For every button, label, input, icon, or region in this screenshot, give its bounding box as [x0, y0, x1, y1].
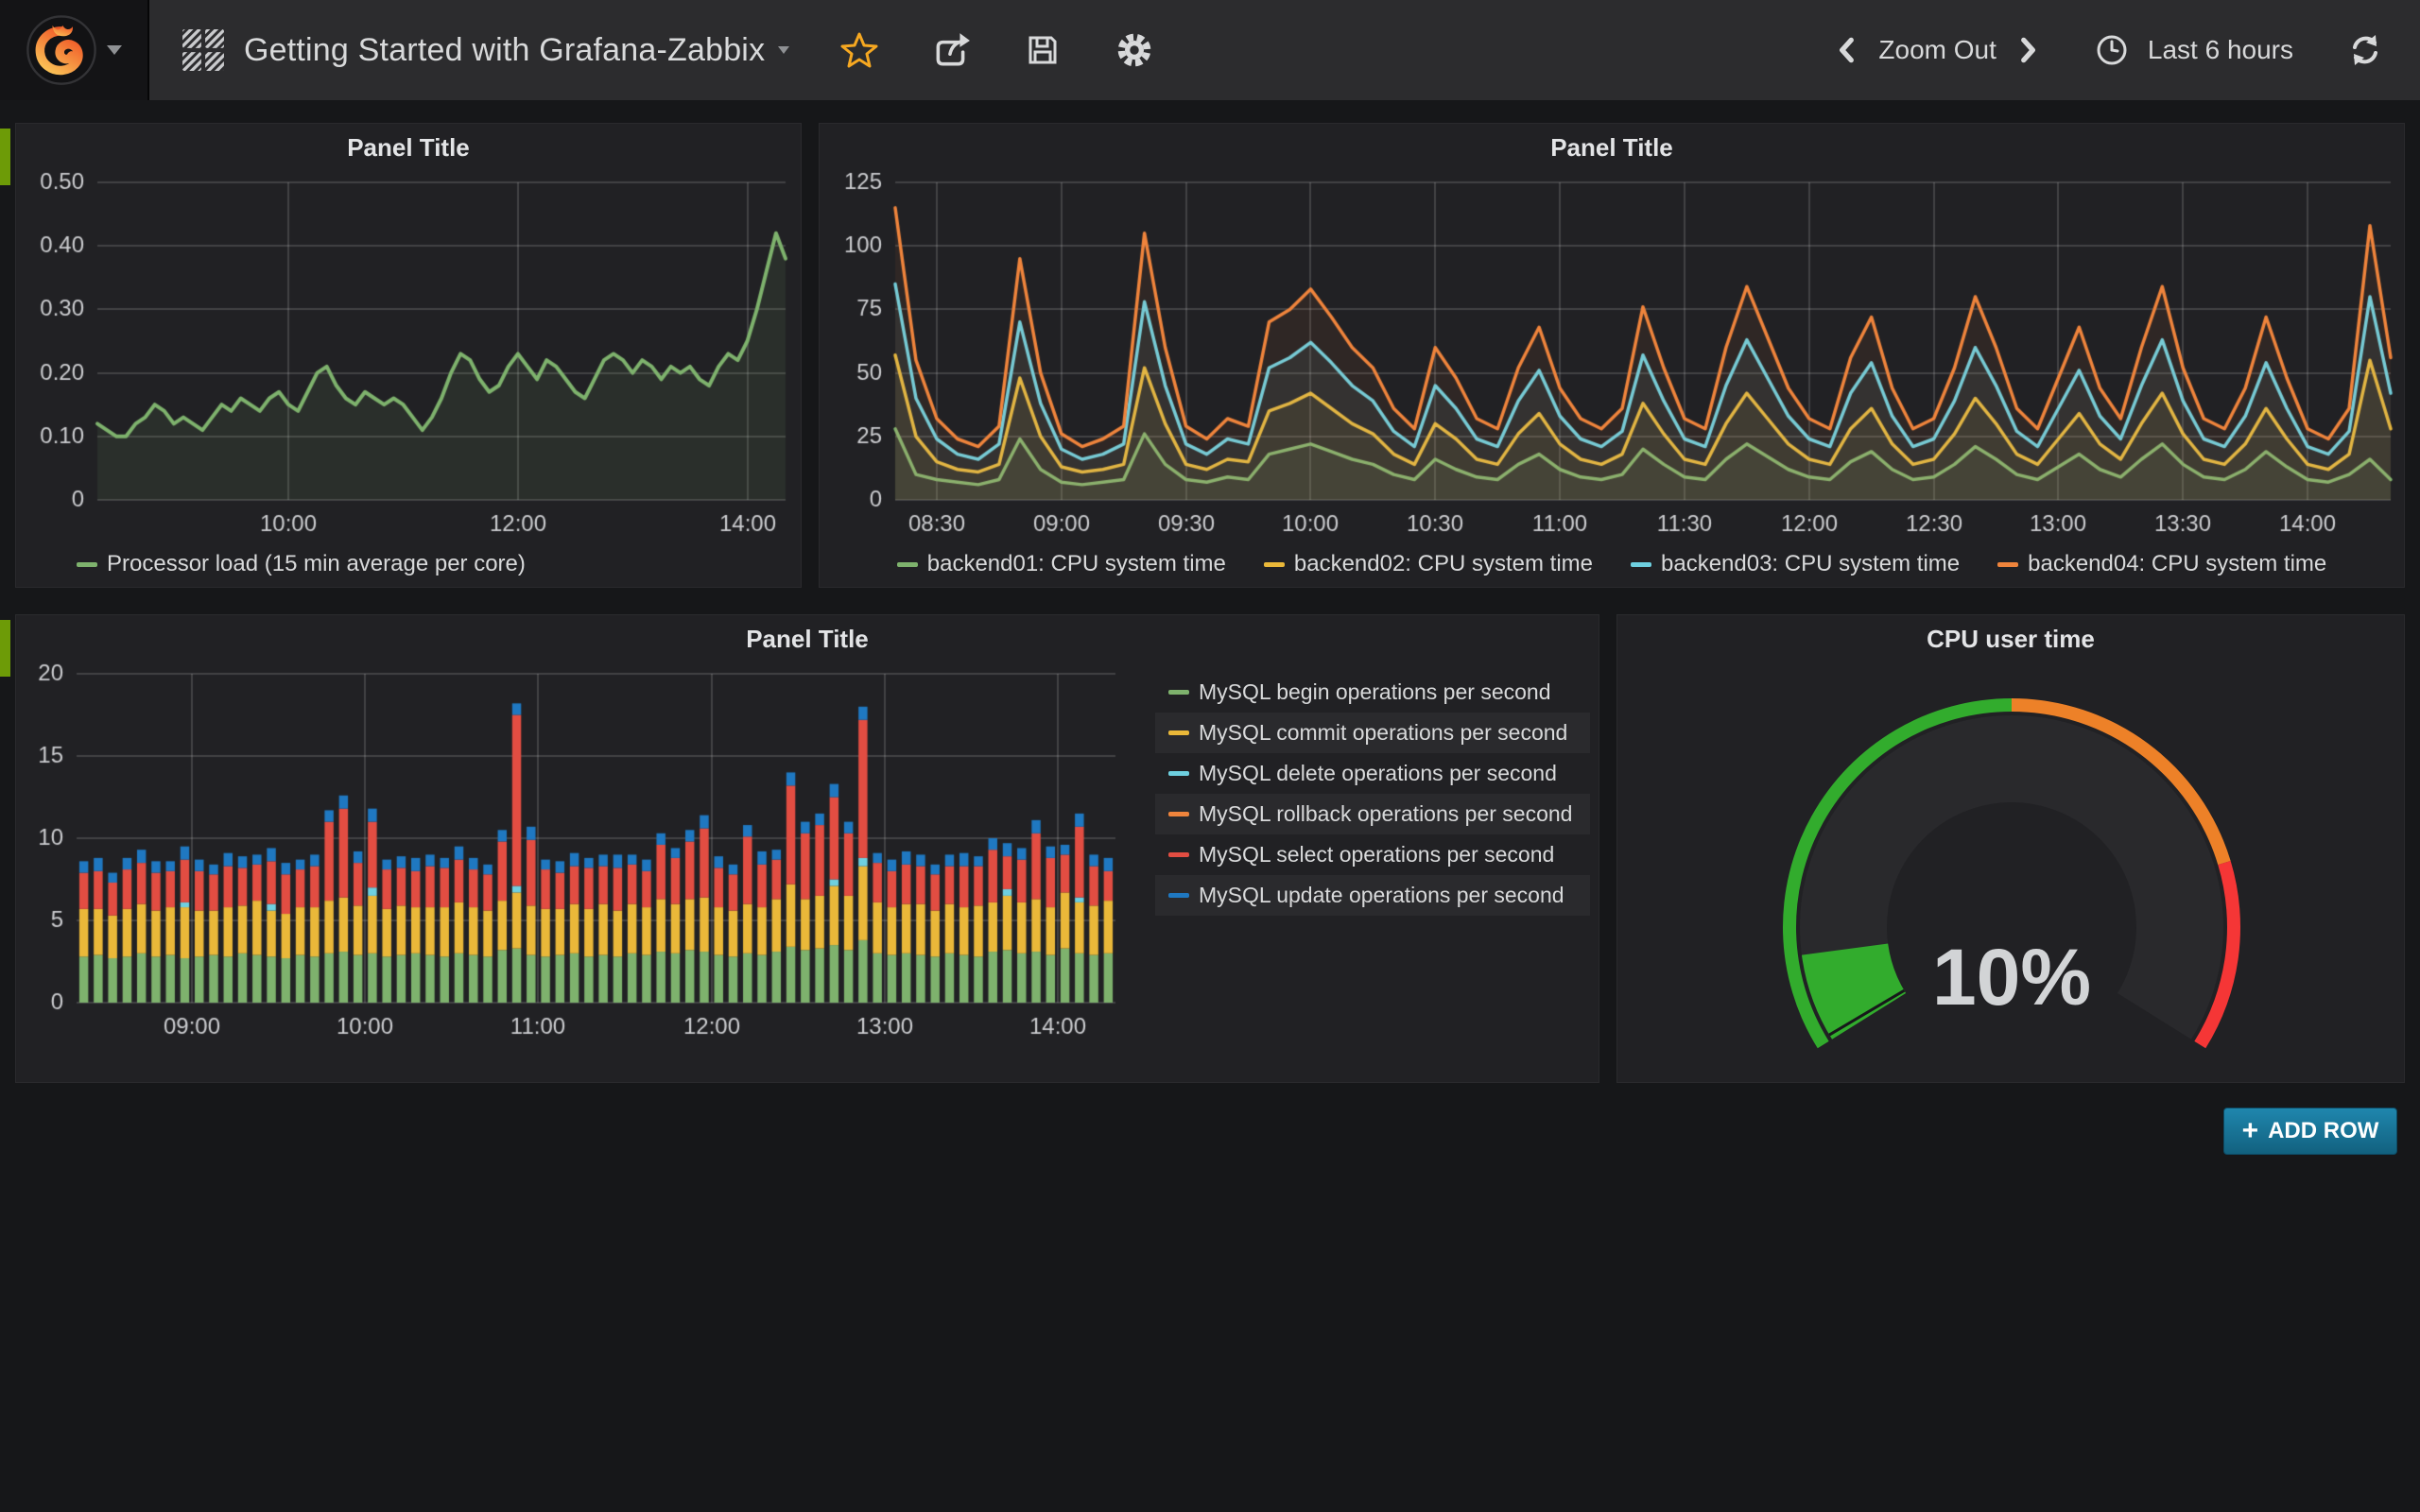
- time-forward-button[interactable]: [2015, 34, 2040, 66]
- legend-color-marker: [1168, 690, 1189, 695]
- star-button[interactable]: [840, 31, 878, 69]
- chevron-left-icon: [1840, 37, 1855, 63]
- legend-label: MySQL commit operations per second: [1199, 720, 1568, 745]
- grafana-logo-icon: [26, 15, 96, 85]
- save-icon: [1028, 36, 1057, 64]
- share-icon: [936, 33, 971, 66]
- row-toggle-tab[interactable]: [0, 129, 10, 185]
- dashboard-title: Getting Started with Grafana-Zabbix: [244, 31, 766, 68]
- chart-legend: MySQL begin operations per second MySQL c…: [1155, 672, 1590, 916]
- time-range-picker[interactable]: Last 6 hours: [2095, 33, 2293, 67]
- grafana-logo[interactable]: [0, 0, 149, 100]
- legend-color-marker: [1168, 893, 1189, 898]
- chart-legend: Processor load (15 min average per core): [77, 551, 526, 577]
- panel-title[interactable]: Panel Title: [347, 133, 470, 162]
- row-toggle-tab[interactable]: [0, 620, 10, 677]
- legend-item[interactable]: backend01: CPU system time: [896, 551, 1226, 577]
- legend-item[interactable]: MySQL delete operations per second: [1155, 753, 1590, 794]
- legend-label: MySQL begin operations per second: [1199, 679, 1551, 704]
- share-button[interactable]: [931, 30, 971, 70]
- legend-label: MySQL delete operations per second: [1199, 761, 1557, 785]
- legend-label: MySQL rollback operations per second: [1199, 801, 1573, 826]
- zoom-out-group: Zoom Out: [1835, 34, 2039, 66]
- legend-item[interactable]: Processor load (15 min average per core): [77, 551, 526, 577]
- legend-color-marker: [1168, 730, 1189, 735]
- settings-button[interactable]: [1115, 30, 1154, 70]
- panel-title[interactable]: Panel Title: [746, 625, 869, 653]
- legend-color-marker: [1997, 561, 2019, 567]
- legend-item[interactable]: MySQL select operations per second: [1155, 834, 1590, 875]
- refresh-button[interactable]: [2346, 31, 2384, 69]
- legend-label: backend04: CPU system time: [2028, 551, 2327, 576]
- time-back-button[interactable]: [1835, 34, 1859, 66]
- legend-item[interactable]: backend03: CPU system time: [1631, 551, 1960, 577]
- legend-item[interactable]: backend02: CPU system time: [1263, 551, 1593, 577]
- zoom-out-button[interactable]: Zoom Out: [1878, 35, 1996, 64]
- logo-caret-icon: [107, 45, 122, 55]
- legend-label: MySQL update operations per second: [1199, 883, 1564, 907]
- panel-title[interactable]: CPU user time: [1927, 625, 2095, 653]
- chart-legend: backend01: CPU system time backend02: CPU…: [820, 551, 2404, 577]
- legend-color-marker: [1631, 561, 1651, 567]
- cpu-user-time-gauge: 10%: [1783, 698, 2240, 1049]
- panel-processor-load: Panel Title Processor load (15 min avera…: [15, 123, 802, 588]
- panel-title[interactable]: Panel Title: [1550, 133, 1673, 162]
- dashboard-grid-icon: [182, 29, 224, 71]
- legend-label: backend02: CPU system time: [1293, 551, 1593, 576]
- legend-color-marker: [1263, 561, 1285, 567]
- legend-color-marker: [1168, 771, 1189, 776]
- clock-icon: [2097, 35, 2127, 65]
- legend-color-marker: [1168, 812, 1189, 816]
- save-button[interactable]: [1024, 31, 1062, 69]
- legend-item[interactable]: MySQL rollback operations per second: [1155, 794, 1590, 834]
- title-caret-icon: [778, 46, 790, 54]
- mysql-operations-chart-canvas[interactable]: [16, 659, 1136, 1048]
- legend-label: backend01: CPU system time: [926, 551, 1226, 576]
- star-icon: [840, 32, 878, 68]
- legend-item[interactable]: backend04: CPU system time: [1997, 551, 2326, 577]
- legend-color-marker: [77, 561, 97, 567]
- legend-label: backend03: CPU system time: [1661, 551, 1961, 576]
- legend-item[interactable]: MySQL update operations per second: [1155, 875, 1590, 916]
- legend-color-marker: [896, 561, 918, 567]
- panel-cpu-system-time: Panel Title backend01: CPU system time ba…: [819, 123, 2405, 588]
- processor-load-chart-canvas[interactable]: [16, 167, 801, 545]
- legend-item[interactable]: MySQL begin operations per second: [1155, 672, 1590, 713]
- chevron-right-icon: [2020, 37, 2035, 63]
- panel-mysql-operations: Panel Title MySQL begin operations per s…: [15, 614, 1599, 1083]
- gauge-value: 10%: [1932, 933, 2091, 1022]
- legend-label: Processor load (15 min average per core): [107, 551, 526, 576]
- dashboard-title-group[interactable]: Getting Started with Grafana-Zabbix: [182, 28, 790, 72]
- panel-cpu-user-time: CPU user time 10%: [1616, 614, 2405, 1083]
- add-row-label: ADD ROW: [2268, 1118, 2379, 1143]
- cpu-system-time-chart-canvas[interactable]: [820, 167, 2404, 545]
- navbar: Getting Started with Grafana-Zabbix: [0, 0, 2420, 100]
- gear-icon: [1117, 33, 1151, 67]
- legend-item[interactable]: MySQL commit operations per second: [1155, 713, 1590, 753]
- refresh-icon: [2353, 35, 2377, 65]
- legend-color-marker: [1168, 852, 1189, 857]
- add-row-button[interactable]: + ADD ROW: [2223, 1108, 2397, 1155]
- time-range-label: Last 6 hours: [2147, 35, 2293, 64]
- legend-label: MySQL select operations per second: [1199, 842, 1555, 867]
